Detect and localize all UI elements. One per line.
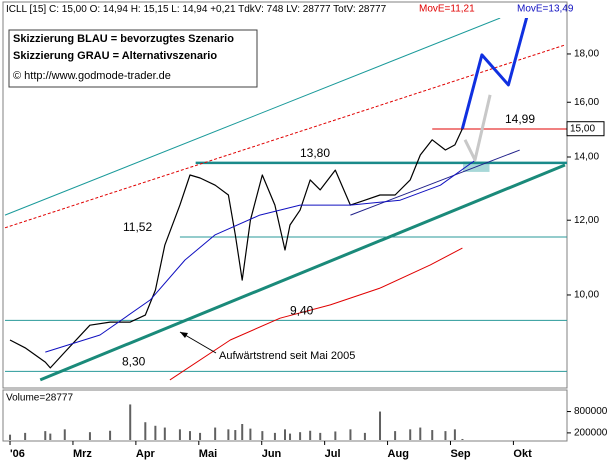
volume-bar: [299, 432, 302, 440]
price-pane-frame: [2, 1, 568, 389]
volume-tick-label: 800000: [574, 406, 608, 417]
volume-bar: [129, 404, 132, 440]
volume-bar: [178, 429, 181, 440]
legend-ma-red: MovE=11,21: [419, 4, 475, 15]
moving-average: [169, 247, 463, 381]
scenario-path: [460, 18, 529, 130]
info-box: [8, 29, 258, 88]
volume-bar: [63, 429, 66, 440]
volume-bar: [444, 431, 447, 440]
trend-line: [4, 18, 501, 216]
trend-line: [4, 44, 566, 229]
note: © http://www.godmode-trader.de: [13, 70, 171, 82]
volume-bar: [9, 434, 12, 440]
volume-bar: [188, 431, 191, 440]
moving-average: [45, 159, 476, 353]
overlay: Skizzierung BLAU = bevorzugtes Szenario …: [6, 29, 535, 404]
level-label: 11,52: [123, 220, 152, 234]
volume-bar: [227, 429, 230, 440]
volume-bar: [199, 432, 202, 440]
volume-bar: [419, 427, 422, 440]
volume-bar: [163, 427, 166, 440]
volume-bar: [409, 429, 412, 440]
level-label: 8,30: [122, 355, 146, 369]
volume-pane-frame: [2, 389, 568, 442]
trend-line: [39, 163, 566, 382]
y-tick-label: 12,00: [574, 215, 599, 226]
y-tick-label: 16,00: [574, 97, 599, 108]
volume-bar: [154, 425, 157, 440]
volume-bar: [88, 432, 91, 440]
volume-bar: [309, 430, 312, 440]
volume-bar: [144, 422, 147, 440]
trend-line: [350, 149, 520, 216]
price-line: [9, 128, 463, 369]
volume-bar: [431, 430, 434, 440]
level-label: 14,99: [505, 112, 535, 126]
price-plot: [4, 18, 567, 382]
x-tick-label: Apr: [136, 448, 156, 460]
volume-bar: [394, 431, 397, 440]
volume-bar: [363, 432, 366, 440]
volume-bar: [49, 433, 52, 440]
header-symbol: ICLL [15] C: 15,00 O: 14,94 H: 15,15 L: …: [6, 4, 387, 15]
x-tick-label: Okt: [513, 448, 532, 460]
x-tick-label: '06: [10, 448, 25, 460]
volume-bar: [319, 432, 322, 440]
volume-bar: [284, 429, 286, 440]
volume-bar: [234, 430, 237, 440]
x-tick-label: Aug: [388, 448, 409, 460]
level-label: 9,40: [290, 304, 314, 318]
volume-title: Volume=28777: [6, 393, 73, 404]
volume-bar: [241, 424, 244, 440]
volume-tick-label: 200000: [574, 428, 608, 439]
volume-bar: [249, 428, 252, 440]
volume-bar: [44, 431, 47, 440]
volume-bar: [461, 438, 464, 440]
note: Skizzierung GRAU = Alternativszenario: [13, 50, 217, 62]
note: Skizzierung BLAU = bevorzugtes Szenario: [13, 33, 234, 45]
x-tick-label: Sep: [450, 448, 470, 460]
volume-bar: [334, 431, 337, 440]
level-label: 13,80: [300, 146, 330, 160]
x-tick-label: Mai: [199, 448, 217, 460]
volume-bar: [289, 433, 292, 440]
volume-bar: [453, 429, 456, 440]
x-tick-label: Mrz: [73, 448, 92, 460]
scenario-path: [463, 94, 492, 162]
volume-bar: [349, 429, 352, 440]
volume-bar: [24, 432, 27, 440]
volume-bar: [214, 427, 217, 440]
y-tick-label: 14,00: [574, 152, 599, 163]
volume-bar: [379, 411, 382, 440]
volume-bar: [261, 431, 264, 440]
volume-bar: [273, 432, 276, 440]
y-tick-label: 18,00: [574, 49, 599, 60]
price-tag-label: 15,00: [570, 123, 595, 134]
x-tick-label: Jun: [262, 448, 282, 460]
annotation-arrowhead: [180, 332, 188, 338]
volume-bar: [109, 430, 112, 440]
x-tick-label: Jul: [325, 448, 341, 460]
price-tag-box: [566, 121, 605, 137]
header: ICLL [15] C: 15,00 O: 14,94 H: 15,15 L: …: [6, 4, 387, 15]
y-tick-label: 10,00: [574, 290, 599, 301]
legend-ma-blue: MovE=13,49: [517, 4, 574, 15]
annotation: Aufwärtstrend seit Mai 2005: [219, 350, 355, 362]
